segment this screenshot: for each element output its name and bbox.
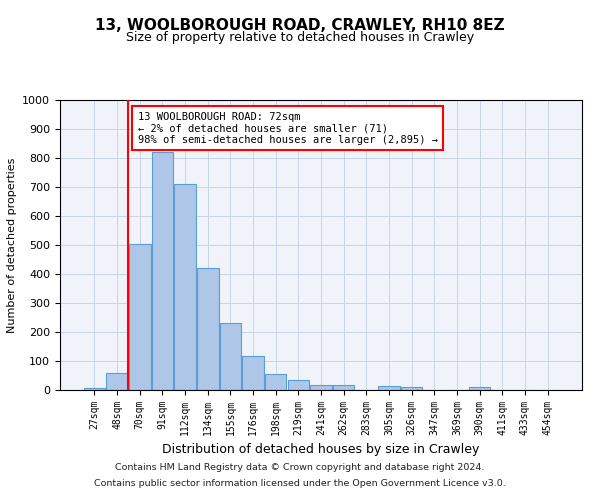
Text: 13, WOOLBOROUGH ROAD, CRAWLEY, RH10 8EZ: 13, WOOLBOROUGH ROAD, CRAWLEY, RH10 8EZ [95, 18, 505, 32]
Bar [197, 268, 218, 390]
Bar [401, 387, 422, 390]
Text: Contains public sector information licensed under the Open Government Licence v3: Contains public sector information licen… [94, 478, 506, 488]
Bar [378, 386, 400, 390]
Bar [333, 385, 355, 390]
Text: Contains HM Land Registry data © Crown copyright and database right 2024.: Contains HM Land Registry data © Crown c… [115, 464, 485, 472]
Bar [84, 388, 105, 390]
Text: 13 WOOLBOROUGH ROAD: 72sqm
← 2% of detached houses are smaller (71)
98% of semi-: 13 WOOLBOROUGH ROAD: 72sqm ← 2% of detac… [137, 112, 437, 145]
Bar [220, 324, 241, 390]
Bar [265, 374, 286, 390]
Bar [310, 385, 332, 390]
Y-axis label: Number of detached properties: Number of detached properties [7, 158, 17, 332]
Bar [175, 184, 196, 390]
Bar [152, 152, 173, 390]
Bar [106, 374, 128, 390]
X-axis label: Distribution of detached houses by size in Crawley: Distribution of detached houses by size … [163, 444, 479, 456]
Bar [469, 387, 490, 390]
Bar [129, 244, 151, 390]
Text: Size of property relative to detached houses in Crawley: Size of property relative to detached ho… [126, 31, 474, 44]
Bar [287, 380, 309, 390]
Bar [242, 356, 264, 390]
